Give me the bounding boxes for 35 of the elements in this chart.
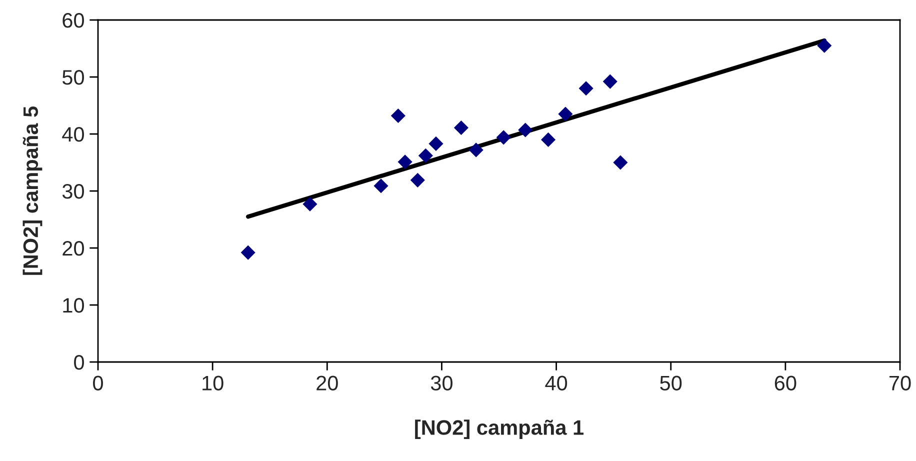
y-tick-label: 40 <box>62 127 84 142</box>
point <box>454 120 468 136</box>
x-tick-label: 10 <box>202 376 224 390</box>
point <box>390 108 406 124</box>
point <box>418 148 433 163</box>
y-tick-label: 50 <box>62 70 84 85</box>
point <box>428 136 444 151</box>
x-tick-label: 40 <box>545 376 568 390</box>
x-tick-label: 50 <box>660 376 682 390</box>
point <box>410 172 425 188</box>
x-axis-title: [NO2] campaña 1 <box>415 420 584 440</box>
x-tick-label: 30 <box>430 376 452 390</box>
point <box>496 130 511 145</box>
y-tick-label: 20 <box>62 241 84 256</box>
y-tick-label: 10 <box>63 298 84 313</box>
y-tick-label: 30 <box>62 184 84 199</box>
point <box>374 178 388 194</box>
x-tick-label: 60 <box>774 376 796 390</box>
point <box>468 142 484 158</box>
point <box>613 155 628 170</box>
point <box>518 122 533 138</box>
point <box>558 106 573 122</box>
y-tick-label: 0 <box>74 355 84 370</box>
point <box>578 81 594 96</box>
y-axis-title: [NO2] campaña 5 <box>22 106 42 275</box>
x-tick-label: 0 <box>93 376 103 390</box>
x-tick-label: 70 <box>889 376 911 390</box>
point <box>302 196 318 212</box>
point <box>540 132 556 147</box>
point <box>602 74 618 89</box>
x-tick-label: 20 <box>316 376 338 390</box>
y-tick-label: 60 <box>62 13 84 28</box>
point <box>398 154 412 170</box>
point <box>240 245 256 260</box>
point <box>817 38 832 53</box>
